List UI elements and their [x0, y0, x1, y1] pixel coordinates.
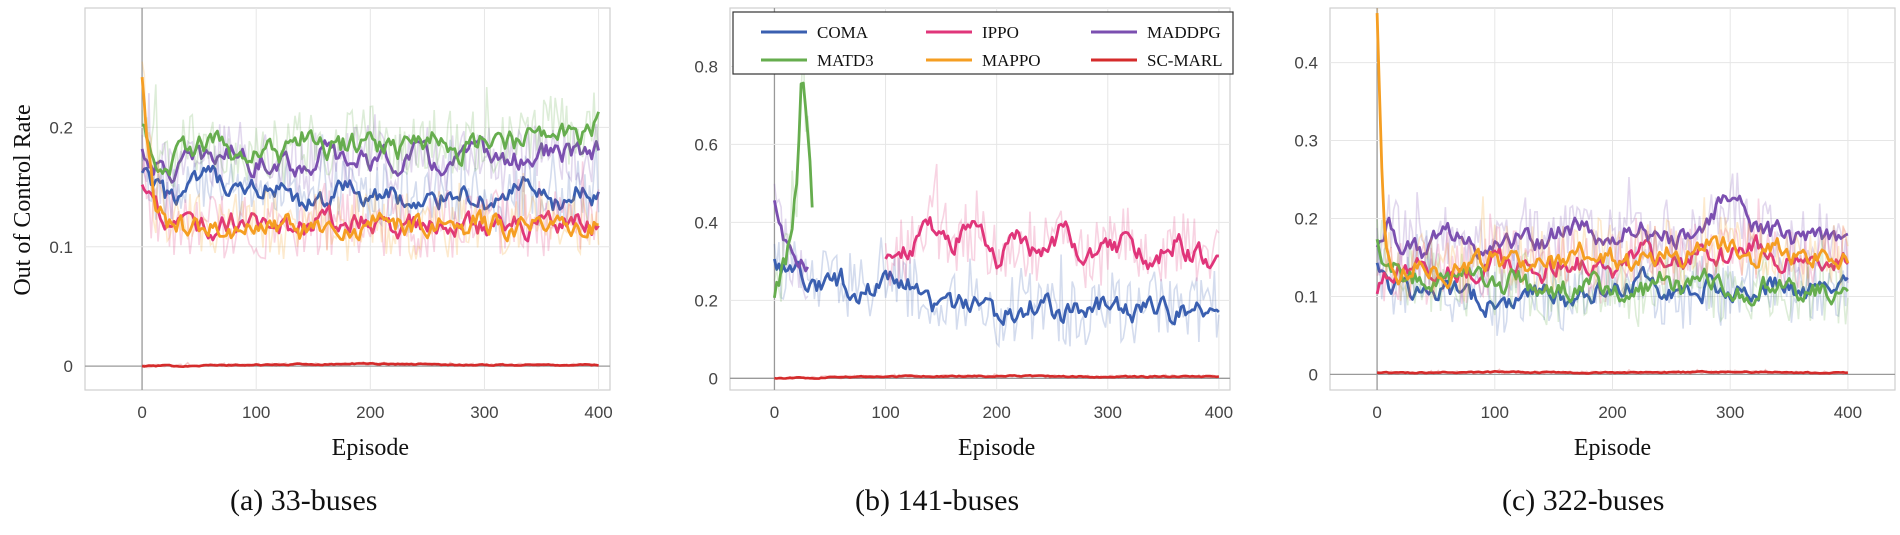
series-raw-matd3 — [773, 46, 813, 302]
legend-label-maddpg: MADDPG — [1147, 23, 1221, 42]
series-line-ippo — [884, 216, 1219, 271]
legend-label-matd3: MATD3 — [817, 51, 874, 70]
series-raw-ippo — [141, 158, 600, 260]
y-axis-label: Out of Control Rate — [10, 104, 36, 295]
y-tick-label: 0.3 — [1294, 132, 1318, 151]
x-tick-label: 100 — [871, 403, 899, 422]
series-line-coma — [140, 164, 600, 212]
x-tick-label: 400 — [1834, 403, 1862, 422]
y-tick-label: 0 — [709, 369, 718, 388]
y-tick-label: 0 — [1309, 365, 1318, 384]
panel-141-buses: 0 100 200 300 400 0 0.2 0.4 0.6 0.8 Episode — [694, 7, 1233, 461]
x-tick-label: 400 — [1205, 403, 1233, 422]
plot-area — [1375, 8, 1850, 376]
y-tick-label: 0.6 — [694, 135, 718, 154]
x-tick-label: 400 — [584, 403, 612, 422]
x-axis-label: Episode — [958, 435, 1035, 461]
x-tick-label: 0 — [137, 403, 146, 422]
x-tick-label: 0 — [770, 403, 779, 422]
y-tick-label: 0 — [64, 357, 73, 376]
x-tick-label: 100 — [1481, 403, 1509, 422]
plot-area — [773, 46, 1220, 381]
legend-box — [732, 11, 1234, 75]
legend: COMA IPPO MADDPG MATD3 MAPPO SC-MARL — [732, 11, 1234, 75]
x-tick-label: 100 — [242, 403, 270, 422]
x-tick-label: 300 — [1716, 403, 1744, 422]
x-axis-label: Episode — [332, 435, 409, 461]
series-line-maddpg — [1375, 194, 1849, 260]
series-line-maddpg — [773, 200, 810, 273]
y-tick-label: 0.2 — [694, 291, 718, 310]
x-tick-label: 300 — [1094, 403, 1122, 422]
x-tick-label: 0 — [1372, 403, 1381, 422]
x-tick-label: 200 — [356, 403, 384, 422]
series-raw-ippo — [884, 163, 1220, 289]
legend-label-coma: COMA — [817, 23, 869, 42]
series-raw-mappo — [141, 61, 600, 261]
series-raw-maddpg — [773, 183, 809, 301]
plot-area — [140, 61, 600, 369]
series-line-matd3 — [141, 111, 600, 177]
caption-c: (c) 322-buses — [1502, 484, 1665, 517]
x-tick-label: 200 — [982, 403, 1010, 422]
y-tick-label: 0.2 — [49, 118, 73, 137]
y-tick-label: 0.4 — [1294, 54, 1318, 73]
y-tick-label: 0.2 — [1294, 209, 1318, 228]
series-line-sc-marl — [1377, 369, 1849, 375]
series-line-coma — [773, 258, 1220, 326]
series-line-mappo — [140, 76, 599, 243]
series-line-sc-marl — [141, 362, 599, 368]
series-line-maddpg — [140, 136, 600, 184]
series-raw-matd3 — [141, 84, 600, 188]
panel-322-buses: 0 100 200 300 400 0 0.1 0.2 0.3 0.4 Episode — [1294, 7, 1896, 461]
y-tick-label: 0.1 — [49, 238, 73, 257]
x-axis-label: Episode — [1574, 435, 1651, 461]
legend-label-mappo: MAPPO — [982, 51, 1041, 70]
series-line-mappo — [1375, 13, 1850, 290]
x-tick-label: 200 — [1598, 403, 1626, 422]
series-line-matd3 — [1375, 239, 1849, 307]
caption-a: (a) 33-buses — [230, 484, 378, 517]
y-tick-label: 0.4 — [694, 213, 718, 232]
series-line-matd3 — [773, 81, 814, 299]
plot-frame — [84, 7, 611, 391]
legend-label-sc-marl: SC-MARL — [1147, 51, 1223, 70]
legend-label-ippo: IPPO — [982, 23, 1019, 42]
series-line-ippo — [1375, 234, 1849, 295]
series-raw-coma — [142, 134, 600, 233]
x-tick-label: 300 — [470, 403, 498, 422]
series-line-sc-marl — [774, 374, 1220, 380]
plot-frame — [729, 7, 1231, 391]
y-tick-label: 0.8 — [694, 57, 718, 76]
caption-b: (b) 141-buses — [855, 484, 1020, 517]
series-raw-matd3 — [1376, 219, 1849, 327]
panel-33-buses: 0 100 200 300 400 0 0.1 0.2 Episode — [49, 7, 613, 461]
y-tick-label: 0.1 — [1294, 287, 1318, 306]
